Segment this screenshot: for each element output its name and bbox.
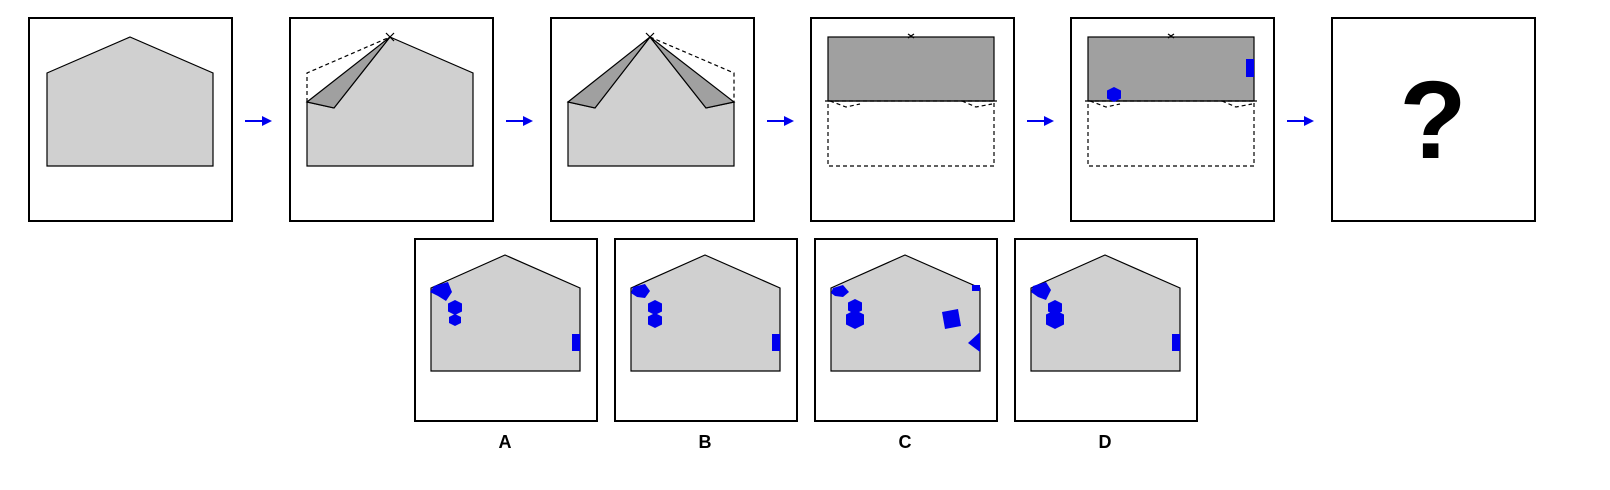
square-hole-icon	[942, 309, 961, 329]
hexagon-hole-icon	[631, 284, 650, 298]
option-a[interactable]: A	[414, 238, 598, 452]
hexagon-hole-icon	[1031, 282, 1051, 300]
hexagon-hole-icon	[846, 310, 864, 329]
hexagon-hole-icon	[831, 285, 849, 297]
original-outline	[306, 36, 391, 102]
hexagon-hole-icon	[1107, 87, 1121, 102]
original-outline	[827, 100, 995, 167]
folded-flap-left	[566, 36, 651, 109]
option-label: B	[699, 432, 712, 452]
step-5-panel	[1070, 17, 1275, 222]
hexagon-hole-icon	[430, 282, 452, 301]
right-arrow-icon	[767, 116, 794, 126]
rectangle-hole-icon	[972, 285, 980, 291]
step-3-panel	[550, 17, 755, 222]
question-mark: ?	[1399, 59, 1466, 182]
right-arrow-icon	[506, 116, 533, 126]
paper-shape	[46, 36, 214, 167]
step-4-panel	[810, 17, 1015, 222]
rectangle-hole-icon	[1172, 334, 1180, 351]
original-outline	[649, 36, 735, 102]
option-label: A	[499, 432, 512, 452]
option-label: D	[1099, 432, 1112, 452]
right-arrow-icon	[1027, 116, 1054, 126]
rectangle-hole-icon	[1246, 59, 1254, 77]
hexagon-hole-icon	[848, 299, 862, 314]
right-arrow-icon	[1287, 116, 1314, 126]
folded-flap	[305, 36, 391, 109]
option-label: C	[899, 432, 912, 452]
rectangle-hole-icon	[572, 334, 580, 351]
folded-paper	[827, 36, 995, 102]
hexagon-hole-icon	[1048, 300, 1062, 315]
hexagon-hole-icon	[448, 300, 462, 315]
paper-shape	[630, 254, 781, 372]
hexagon-hole-icon	[648, 300, 662, 315]
hexagon-hole-icon	[648, 313, 662, 328]
option-b[interactable]: B	[614, 238, 798, 452]
paper-shape	[1030, 254, 1181, 372]
paper-shape	[830, 254, 981, 372]
paper-shape	[430, 254, 581, 372]
question-panel: ?	[1331, 17, 1536, 222]
option-c[interactable]: C	[814, 238, 998, 452]
hexagon-hole-icon	[449, 314, 461, 326]
rectangle-hole-icon	[772, 334, 780, 351]
step-1-panel	[28, 17, 233, 222]
step-2-panel	[289, 17, 494, 222]
triangle-hole-icon	[968, 332, 980, 352]
folded-flap-right	[649, 36, 736, 109]
hexagon-hole-icon	[1046, 310, 1064, 329]
original-outline	[1087, 100, 1255, 167]
option-d[interactable]: D	[1014, 238, 1198, 452]
right-arrow-icon	[245, 116, 272, 126]
